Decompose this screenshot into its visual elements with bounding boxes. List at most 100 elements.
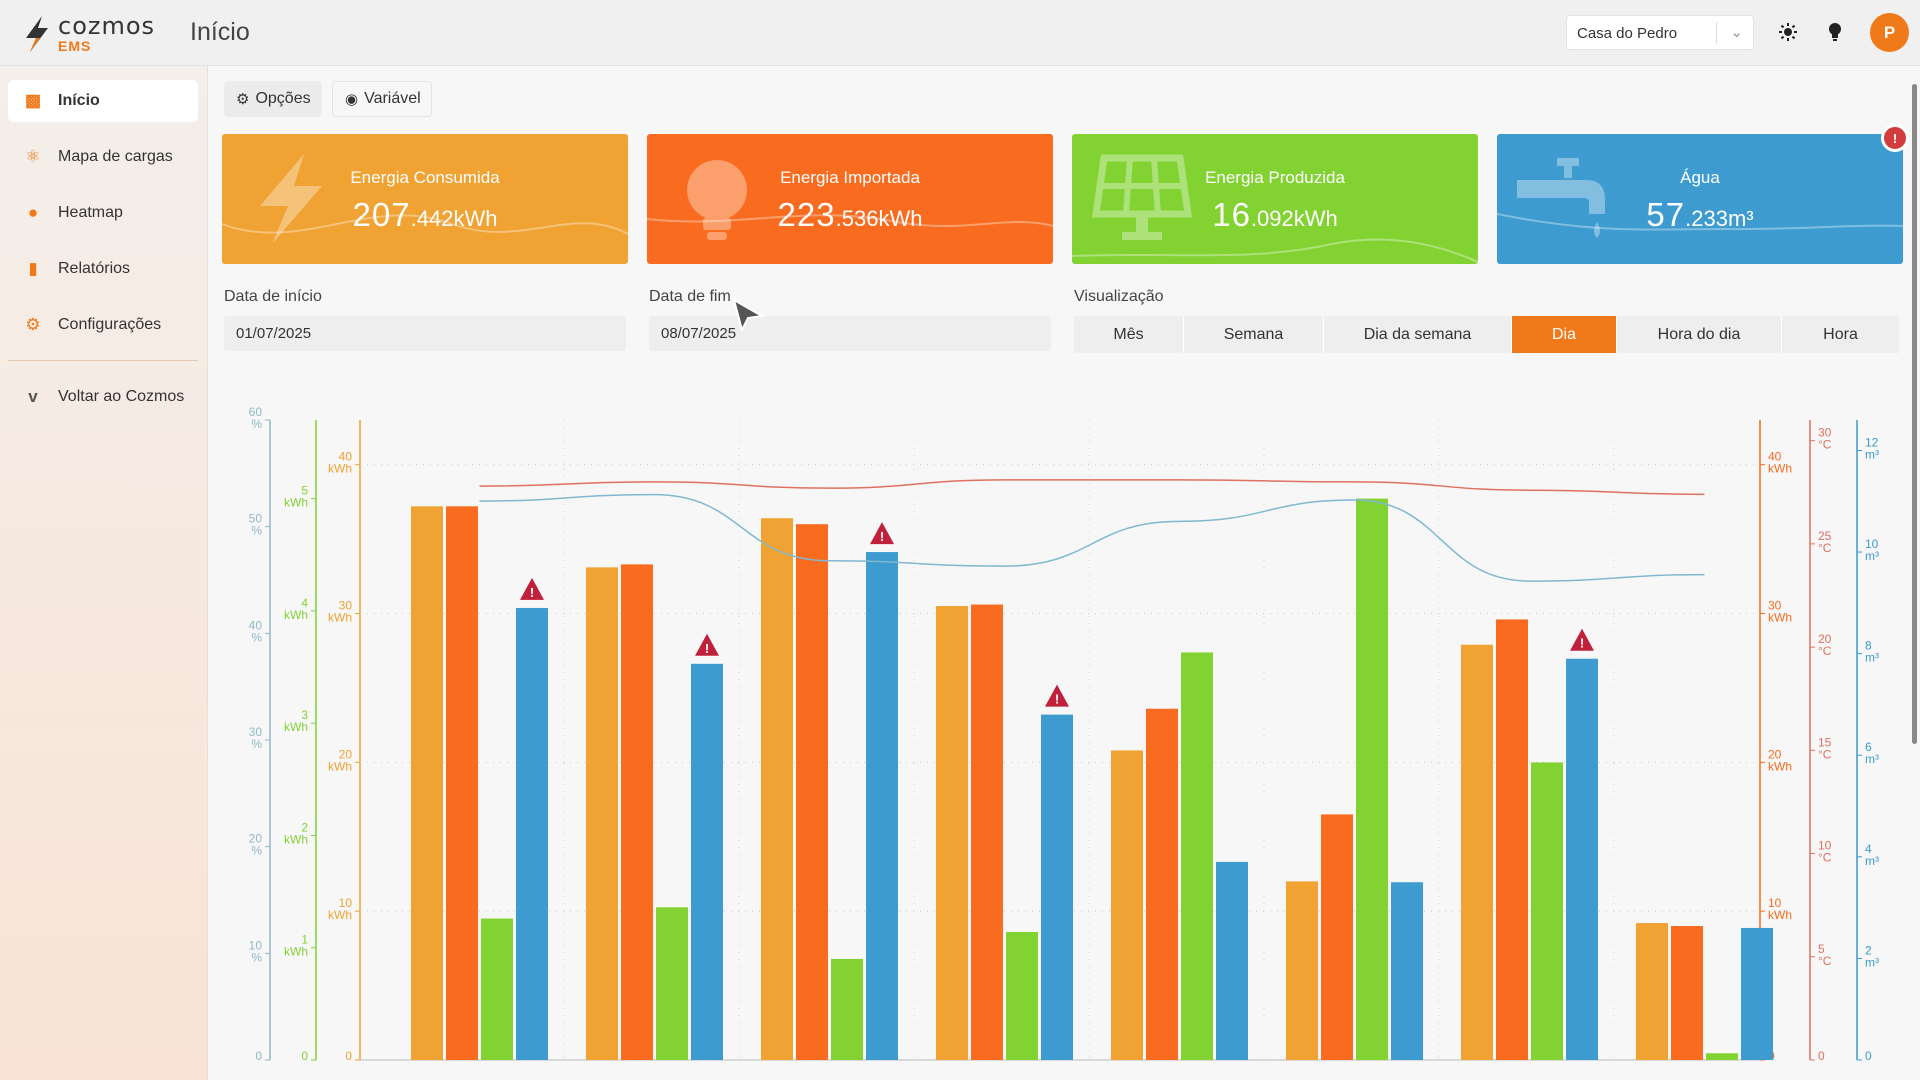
- card-wave: [1497, 213, 1903, 231]
- tick-label: 20: [1768, 747, 1782, 761]
- gear-icon: ⚙: [25, 315, 41, 334]
- chart-bar: [1356, 498, 1388, 1060]
- collapse-sidebar-button[interactable]: ‹: [168, 1070, 177, 1080]
- scrollbar[interactable]: [1912, 84, 1917, 744]
- tick-unit-label: m³: [1865, 752, 1879, 766]
- site-selector-value: Casa do Pedro: [1577, 25, 1678, 42]
- tick-unit-label: kWh: [1768, 610, 1792, 624]
- end-date-input[interactable]: [649, 316, 1051, 351]
- site-selector[interactable]: Casa do Pedro ⌄: [1566, 15, 1754, 50]
- options-button[interactable]: ⚙ Opções: [224, 81, 322, 117]
- alert-icon: [1570, 628, 1594, 651]
- view-option-hora-do-dia[interactable]: Hora do dia: [1617, 316, 1782, 353]
- chart-bar: [1461, 644, 1493, 1060]
- card-agua[interactable]: Água 57.233m³: [1497, 134, 1903, 264]
- card-wave: [222, 214, 628, 235]
- variable-button[interactable]: ◉ Variável: [332, 81, 432, 117]
- tick-label: 40: [339, 450, 353, 464]
- sidebar-item-label: Mapa de cargas: [58, 148, 173, 165]
- sidebar-item-mapa-de-cargas[interactable]: ⚛ Mapa de cargas: [8, 136, 198, 178]
- theme-toggle-button[interactable]: [1772, 16, 1804, 48]
- chart-bar: [1566, 658, 1598, 1060]
- tick-label: 2: [1865, 943, 1872, 957]
- tick-label: 30: [339, 598, 353, 612]
- view-option-dia-da-semana[interactable]: Dia da semana: [1324, 316, 1512, 353]
- card-value: 207.442kWh: [352, 196, 498, 233]
- tick-label: 4: [301, 596, 308, 610]
- tick-unit-label: %: [251, 844, 262, 858]
- card-wave: [1072, 238, 1478, 263]
- tick-unit-label: kWh: [284, 945, 308, 959]
- tick-label: 30: [1818, 426, 1832, 440]
- faucet-icon: [1517, 158, 1605, 238]
- view-option-semana[interactable]: Semana: [1184, 316, 1324, 353]
- chart-bar: [481, 918, 513, 1060]
- tick-label: 10: [1865, 537, 1879, 551]
- alert-icon-glyph: !: [1580, 636, 1584, 651]
- sidebar-item-label: Configurações: [58, 316, 162, 333]
- card-label: Energia Importada: [780, 168, 920, 187]
- tick-unit-label: kWh: [284, 496, 308, 510]
- chart-bar: [621, 564, 653, 1060]
- logo-name: cozmos: [58, 12, 156, 40]
- tick-label: 15: [1818, 735, 1832, 749]
- view-option-mes[interactable]: Mês: [1074, 316, 1184, 353]
- tick-label: 3: [301, 708, 308, 722]
- sidebar-item-configuracoes[interactable]: ⚙ Configurações: [8, 304, 198, 346]
- document-icon: ▮: [28, 259, 38, 278]
- tick-label: 0: [345, 1049, 352, 1063]
- view-option-dia[interactable]: Dia: [1512, 316, 1617, 353]
- card-energia-produzida[interactable]: Energia Produzida 16.092kWh: [1072, 134, 1478, 264]
- sidebar-item-voltar[interactable]: ᴠ Voltar ao Cozmos: [8, 376, 198, 418]
- logo-sub: EMS: [58, 38, 92, 54]
- alert-icon: [695, 633, 719, 656]
- chart-bar: [1111, 750, 1143, 1060]
- tick-label: 12: [1865, 435, 1879, 449]
- tick-label: 50: [249, 512, 263, 526]
- card-energia-consumida[interactable]: Energia Consumida 207.442kWh: [222, 134, 628, 264]
- warning-icon[interactable]: !: [1881, 124, 1909, 152]
- tick-label: 60: [249, 405, 263, 419]
- energy-chart[interactable]: 010%20%30%40%50%60%01kWh2kWh3kWh4kWh5kWh…: [230, 405, 1910, 1080]
- start-date-input[interactable]: [224, 316, 626, 351]
- chart-bar: [446, 506, 478, 1061]
- avatar[interactable]: P: [1870, 13, 1909, 52]
- tick-label: 4: [1865, 842, 1872, 856]
- card-energia-importada[interactable]: Energia Importada 223.536kWh: [647, 134, 1053, 264]
- mouse-cursor-icon: [732, 298, 766, 332]
- sidebar-item-relatorios[interactable]: ▮ Relatórios: [8, 248, 198, 290]
- tick-label: 10: [249, 938, 263, 952]
- sidebar-item-label: Início: [58, 92, 100, 109]
- tick-unit-label: kWh: [284, 720, 308, 734]
- alert-icon-glyph: !: [1055, 692, 1059, 707]
- chart-bar: [1146, 708, 1178, 1060]
- tick-label: 10: [1818, 839, 1832, 853]
- sidebar-item-label: Heatmap: [58, 204, 123, 221]
- tips-button[interactable]: [1819, 16, 1851, 48]
- tick-unit-label: kWh: [1768, 759, 1792, 773]
- tick-label: 5: [1818, 942, 1825, 956]
- tick-label: 1: [301, 933, 308, 947]
- tick-label: 8: [1865, 639, 1872, 653]
- chart-bar: [1671, 926, 1703, 1060]
- chart-bar: [1286, 881, 1318, 1060]
- sidebar-item-label: Relatórios: [58, 260, 131, 277]
- tick-unit-label: kWh: [1768, 908, 1792, 922]
- sidebar-item-inicio[interactable]: ▩ Início: [8, 80, 198, 122]
- solar-panel-icon: [1092, 154, 1192, 240]
- chart-bar-icon: ▩: [24, 91, 42, 110]
- lightning-logo-icon: [26, 16, 48, 52]
- tick-label: 40: [249, 618, 263, 632]
- cozmos-logo-icon: ᴠ: [28, 387, 38, 406]
- tick-unit-label: kWh: [284, 832, 308, 846]
- view-label: Visualização: [1074, 288, 1164, 305]
- card-wave: [647, 214, 1053, 227]
- app-logo[interactable]: cozmos EMS: [22, 12, 162, 54]
- view-option-hora[interactable]: Hora: [1782, 316, 1899, 353]
- tick-label: 10: [1768, 896, 1782, 910]
- site-selector-divider: [1716, 22, 1717, 44]
- chart-bar: [761, 518, 793, 1060]
- sidebar-item-heatmap[interactable]: ● Heatmap: [8, 192, 198, 234]
- tick-label: 20: [249, 832, 263, 846]
- end-date-label: Data de fim: [649, 288, 731, 305]
